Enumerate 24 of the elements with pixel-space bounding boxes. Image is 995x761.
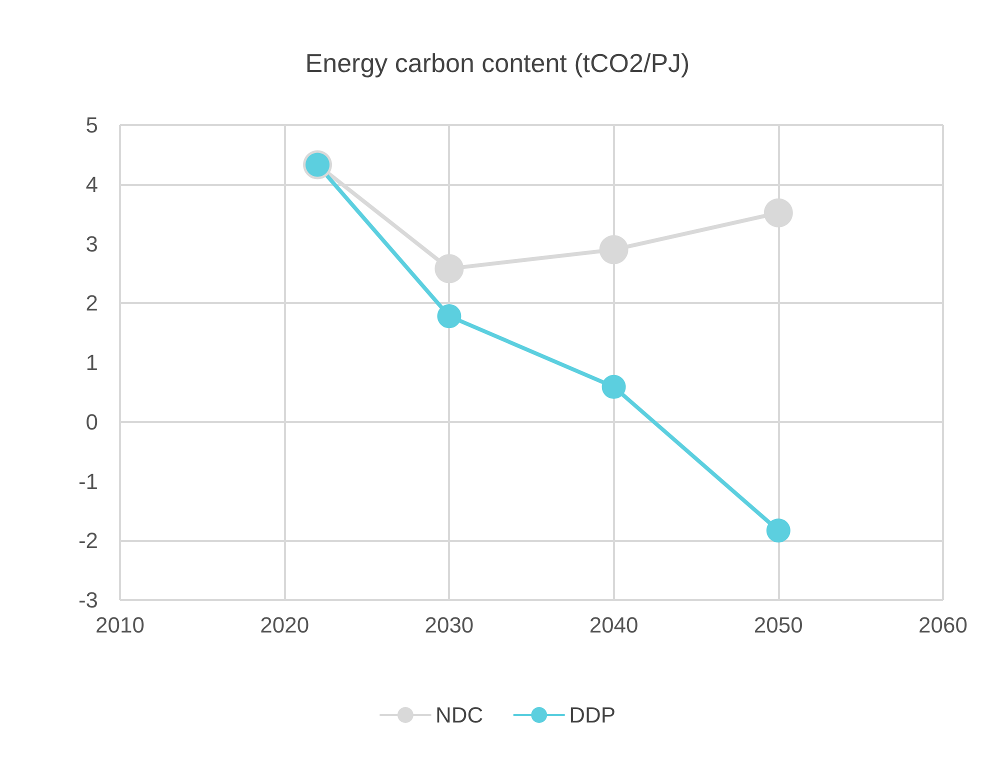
x-tick-label: 2030 xyxy=(424,612,474,638)
y-tick-label: 1 xyxy=(86,350,98,375)
point xyxy=(764,198,793,228)
x-tick-label: 2050 xyxy=(754,612,803,638)
point xyxy=(766,518,790,543)
y-tick-label: -1 xyxy=(78,468,98,494)
legend-label: DDP xyxy=(569,702,616,728)
y-tick-label: 5 xyxy=(86,112,98,138)
y-tick-label: 0 xyxy=(86,409,98,434)
y-tick-label: 4 xyxy=(86,172,98,197)
chart-title: Energy carbon content (tCO2/PJ) xyxy=(305,48,690,78)
point xyxy=(437,304,462,328)
y-tick-label: 3 xyxy=(86,231,98,256)
x-tick-label: 2040 xyxy=(589,612,638,638)
legend-label: NDC xyxy=(435,702,484,728)
y-tick-label: -2 xyxy=(78,528,98,554)
x-tick-label: 2010 xyxy=(96,612,144,638)
y-tick-label: 2 xyxy=(86,290,98,316)
point xyxy=(434,254,464,284)
point xyxy=(599,235,628,264)
x-tick-label: 2060 xyxy=(918,612,968,638)
point xyxy=(602,374,626,399)
y-tick-label: -3 xyxy=(78,588,98,612)
x-tick-label: 2020 xyxy=(260,612,310,638)
